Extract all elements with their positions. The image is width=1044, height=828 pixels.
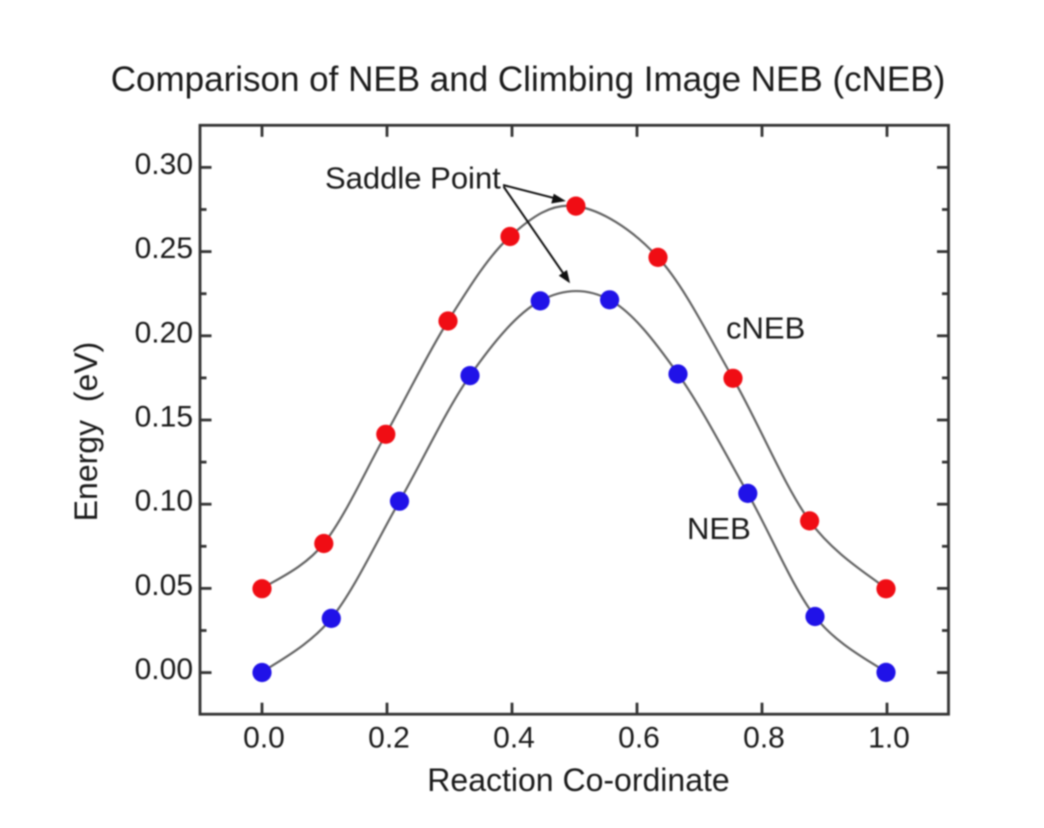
svg-text:cNEB: cNEB <box>726 311 805 346</box>
svg-text:Saddle Point: Saddle Point <box>325 161 501 196</box>
svg-text:NEB: NEB <box>687 511 751 546</box>
svg-text:Reaction Co-ordinate: Reaction Co-ordinate <box>427 762 729 798</box>
svg-text:Comparison of NEB and Climbing: Comparison of NEB and Climbing Image NEB… <box>111 60 945 99</box>
svg-text:0.20: 0.20 <box>135 316 193 349</box>
svg-text:0.4: 0.4 <box>493 722 535 755</box>
svg-text:0.10: 0.10 <box>135 485 193 518</box>
svg-text:0.2: 0.2 <box>368 722 410 755</box>
svg-text:0.30: 0.30 <box>135 148 193 181</box>
svg-text:0.05: 0.05 <box>135 569 193 602</box>
svg-text:0.15: 0.15 <box>135 401 193 434</box>
svg-text:Energy (eV): Energy (eV) <box>68 342 104 522</box>
svg-text:0.6: 0.6 <box>618 722 660 755</box>
svg-text:0.8: 0.8 <box>743 722 785 755</box>
svg-text:0.0: 0.0 <box>243 722 285 755</box>
svg-text:0.00: 0.00 <box>135 653 193 686</box>
svg-text:1.0: 1.0 <box>868 722 910 755</box>
svg-text:0.25: 0.25 <box>135 232 193 265</box>
